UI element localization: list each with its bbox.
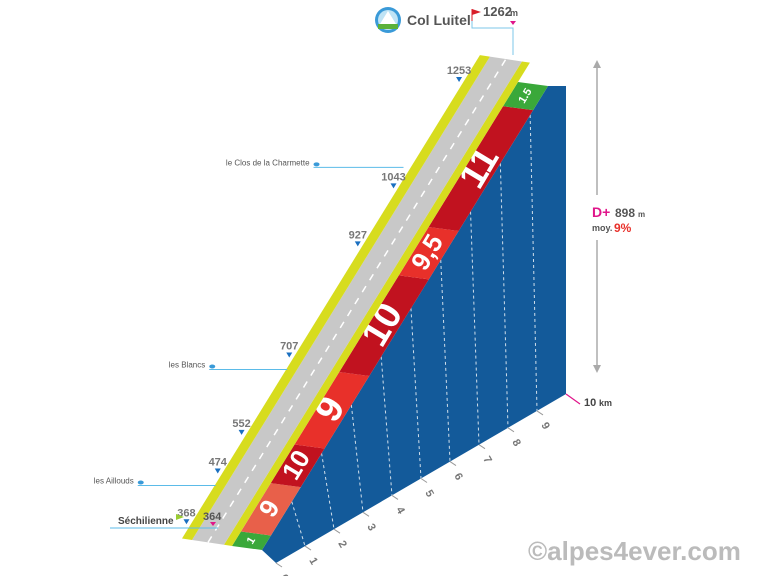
km-gridline: [291, 501, 306, 547]
village-icon: [137, 480, 144, 485]
altitude-marker-icon: [390, 183, 397, 189]
gradient-label: 1: [245, 535, 258, 546]
km-tick: [304, 545, 312, 551]
gradient-segment: [232, 531, 271, 550]
km-tick: [478, 444, 486, 450]
altitude-marker-icon: [286, 352, 293, 358]
km-tick-label: 4: [393, 505, 407, 517]
altitude-label: 368: [177, 507, 195, 519]
gradient-segment: [428, 106, 534, 231]
altitude-marker-icon: [214, 468, 221, 474]
km-gridline: [410, 308, 422, 479]
km-tick: [391, 494, 399, 500]
km-tick-label: 9: [538, 420, 551, 431]
km-tick-label: 8: [509, 437, 522, 448]
altitude-label: 552: [232, 418, 250, 430]
altitude-label: 474: [209, 457, 228, 469]
gradient-segment: [240, 483, 301, 536]
km-tick: [449, 461, 457, 467]
place-name: les Blancs: [169, 361, 205, 370]
km-tick-label: 6: [451, 471, 464, 482]
village-icon: [209, 364, 216, 369]
gradient-segment: [398, 227, 459, 280]
km-gridline: [499, 163, 509, 428]
km-tick: [507, 427, 515, 433]
place-name: le Clos de la Charmette: [226, 158, 310, 167]
km-tick: [362, 511, 370, 517]
gradient-segment: [339, 275, 429, 376]
road-border-left: [182, 55, 490, 541]
gradient-segment: [294, 372, 370, 449]
altitude-marker-icon: [238, 429, 245, 435]
altitude-label: 927: [349, 229, 367, 241]
profile-face: [262, 86, 566, 563]
gradient-segment: [503, 82, 548, 111]
km-gridline: [529, 114, 538, 411]
km-tick-label: 0: [277, 573, 290, 576]
gradient-segment: [270, 444, 325, 488]
km-tick-label: 5: [422, 488, 435, 499]
place-name: les Aillouds: [94, 477, 134, 486]
village-icon: [313, 162, 320, 167]
km-tick: [275, 562, 283, 568]
altitude-label: 1253: [447, 65, 471, 77]
km-gridline: [321, 453, 335, 530]
km-tick-label: 3: [364, 522, 377, 533]
km-tick: [420, 478, 428, 483]
km-tick-label: 2: [335, 539, 348, 550]
km-tick-label: 7: [480, 454, 493, 465]
km-tick: [536, 410, 544, 416]
km-tick: [333, 528, 341, 534]
road-centerline: [207, 58, 507, 543]
altitude-label: 1043: [381, 171, 405, 183]
road-border-right: [224, 61, 530, 546]
altitude-marker-icon: [456, 77, 463, 82]
altitude-label: 707: [280, 341, 298, 353]
km-gridline: [440, 259, 451, 462]
km-gridline: [380, 356, 393, 496]
altitude-marker-icon: [354, 241, 361, 247]
km-gridline: [470, 211, 480, 445]
altitude-marker-icon: [183, 519, 190, 525]
km-tick-label: 1: [306, 556, 319, 567]
